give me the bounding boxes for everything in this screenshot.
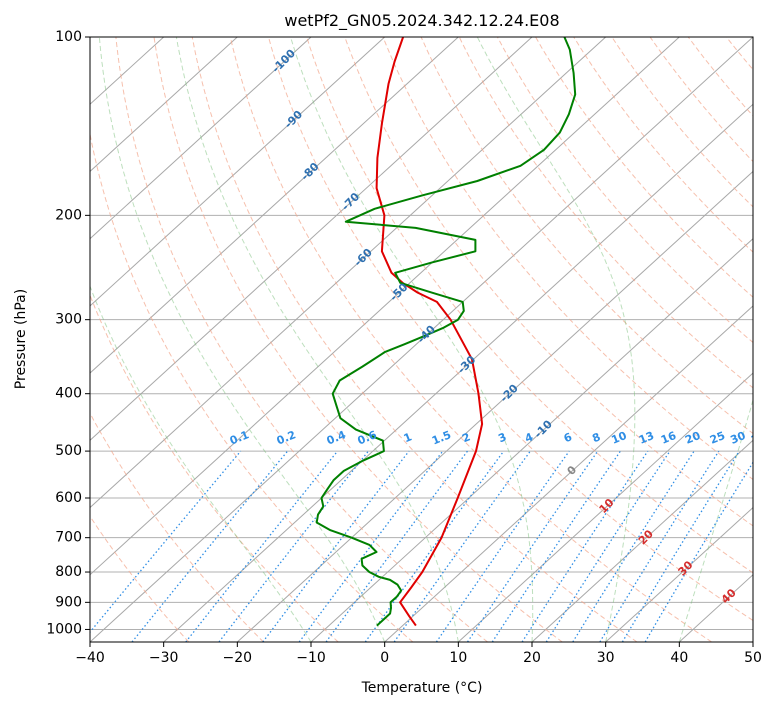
y-tick-label: 100 bbox=[55, 29, 82, 45]
x-tick-label: 30 bbox=[597, 650, 615, 666]
dry-adiabat bbox=[611, 37, 753, 208]
y-axis-ticks: 100 200 300 400 500 600 700 800 900 1000 bbox=[46, 29, 90, 637]
y-tick-label: 800 bbox=[55, 564, 82, 580]
x-axis-ticks: −40 −30 −20 −10 0 10 20 30 40 50 bbox=[75, 642, 762, 666]
mixing-ratio-line bbox=[621, 450, 740, 642]
dry-adiabat bbox=[382, 37, 753, 481]
dry-adiabat bbox=[306, 37, 753, 574]
x-tick-label: 20 bbox=[523, 650, 541, 666]
mixing-ratio-label: 36 bbox=[749, 429, 768, 447]
dry-adiabat bbox=[535, 37, 753, 298]
isotherm-line bbox=[163, 103, 753, 642]
x-tick-label: 50 bbox=[744, 650, 762, 666]
dry-adiabat bbox=[496, 37, 753, 344]
isotherm-line bbox=[90, 37, 386, 307]
pressure-gridlines bbox=[90, 37, 753, 630]
x-tick-label: −20 bbox=[223, 650, 253, 666]
dry-adiabat bbox=[268, 37, 753, 622]
mixing-ratio-lines bbox=[90, 450, 753, 642]
mixing-ratio-label: 13 bbox=[637, 429, 656, 447]
mixing-ratio-label: 3 bbox=[496, 430, 508, 445]
moist-adiabat bbox=[290, 37, 534, 642]
isotherm-line bbox=[457, 372, 753, 642]
isotherm-line bbox=[236, 170, 753, 642]
mixing-ratio-label: 20 bbox=[683, 429, 702, 447]
isotherm-line bbox=[90, 37, 533, 442]
isotherm-line bbox=[752, 641, 753, 642]
mixing-ratio-label: 10 bbox=[610, 429, 629, 447]
dry-adiabat bbox=[458, 37, 753, 389]
mixing-ratio-label: 2 bbox=[460, 430, 472, 445]
x-tick-label: −10 bbox=[296, 650, 326, 666]
skewed-isotherms bbox=[90, 37, 753, 642]
mixing-ratio-line bbox=[466, 450, 599, 642]
isotherm-line bbox=[90, 37, 459, 374]
x-tick-label: 0 bbox=[380, 650, 389, 666]
y-tick-label: 600 bbox=[55, 490, 82, 506]
y-tick-label: 500 bbox=[55, 443, 82, 459]
y-tick-label: 700 bbox=[55, 530, 82, 546]
moist-adiabat bbox=[175, 37, 459, 642]
isotherm-line bbox=[90, 37, 312, 240]
moist-adiabats bbox=[90, 37, 753, 642]
x-tick-label: −30 bbox=[149, 650, 179, 666]
plot-frame bbox=[89, 36, 754, 643]
mixing-ratio-label: 16 bbox=[659, 429, 678, 447]
dry-adiabat bbox=[420, 37, 753, 435]
x-tick-label: −40 bbox=[75, 650, 105, 666]
dry-adiabat bbox=[191, 37, 638, 642]
y-tick-label: 400 bbox=[55, 386, 82, 402]
isotherm-line bbox=[531, 439, 753, 642]
x-tick-label: 40 bbox=[670, 650, 688, 666]
mixing-ratio-label: 25 bbox=[708, 429, 727, 447]
y-tick-label: 300 bbox=[55, 312, 82, 328]
y-axis-label: Pressure (hPa) bbox=[13, 289, 29, 389]
mixing-ratio-line bbox=[131, 450, 289, 642]
dry-adiabat bbox=[90, 515, 190, 642]
mixing-ratio-line bbox=[185, 450, 339, 642]
mixing-ratio-label: 8 bbox=[590, 430, 602, 445]
isotherm-line bbox=[90, 37, 753, 642]
isotherm-line bbox=[90, 37, 680, 576]
x-axis-label: Temperature (°C) bbox=[361, 680, 483, 696]
temperature-profile bbox=[375, 37, 484, 627]
isotherm-line bbox=[605, 506, 753, 642]
isotherm-line bbox=[90, 37, 607, 509]
isotherm-line bbox=[384, 305, 753, 642]
x-tick-label: 10 bbox=[449, 650, 467, 666]
mixing-ratio-line bbox=[545, 450, 671, 642]
dry-adiabat bbox=[649, 37, 753, 163]
isotherm-line bbox=[90, 37, 238, 173]
y-tick-label: 900 bbox=[55, 594, 82, 610]
mixing-ratio-line bbox=[599, 450, 720, 642]
moist-adiabat bbox=[90, 284, 312, 642]
chart-title: wetPf2_GN05.2024.342.12.24.E08 bbox=[284, 11, 559, 31]
moist-adiabat bbox=[678, 398, 753, 642]
mixing-ratio-line bbox=[218, 450, 369, 642]
dry-adiabat bbox=[765, 37, 775, 642]
mixing-ratio-label: 1 bbox=[402, 430, 414, 445]
mixing-ratio-line bbox=[644, 461, 753, 642]
y-tick-label: 200 bbox=[55, 207, 82, 223]
dry-adiabat bbox=[90, 131, 414, 642]
mixing-ratio-line bbox=[90, 450, 242, 634]
dewpoint-profile bbox=[315, 37, 577, 627]
mixing-ratio-line bbox=[572, 450, 695, 642]
moist-adiabat bbox=[476, 37, 636, 642]
mixing-ratio-line bbox=[262, 450, 410, 642]
dry-adiabat bbox=[115, 37, 488, 642]
y-tick-label: 1000 bbox=[46, 621, 82, 637]
mixing-ratio-line bbox=[393, 450, 531, 642]
mixing-ratio-line bbox=[364, 450, 505, 642]
profile-lines bbox=[315, 37, 577, 627]
moist-adiabat bbox=[98, 37, 386, 642]
mixing-ratio-label: 30 bbox=[728, 429, 747, 447]
dry-adiabat bbox=[344, 37, 753, 527]
dry-adiabat bbox=[229, 37, 712, 642]
